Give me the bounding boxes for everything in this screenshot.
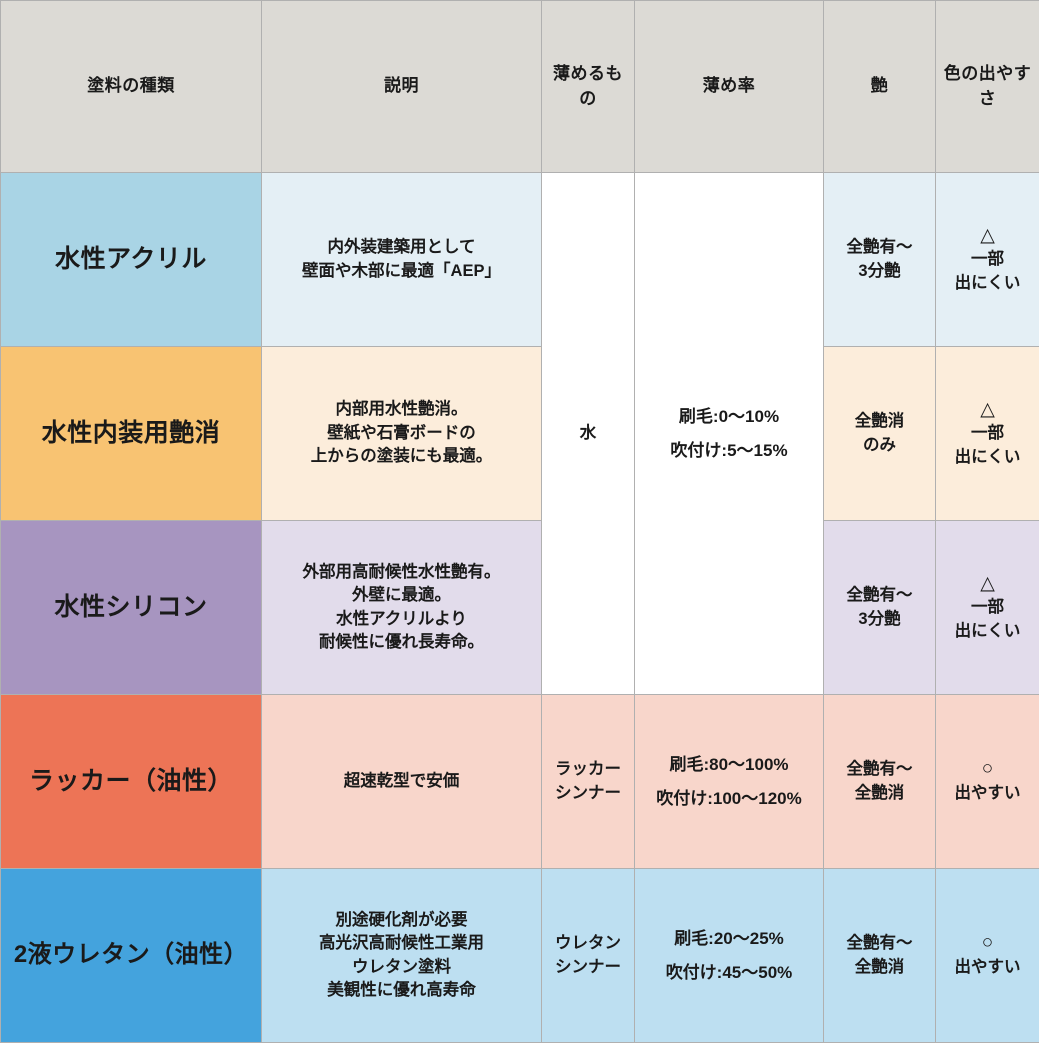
header-row: 塗料の種類 説明 薄めるもの 薄め率 艶 色の出やすさ	[1, 1, 1039, 173]
cell-paint-type: 水性アクリル	[1, 173, 262, 347]
header-thinner: 薄めるもの	[542, 1, 635, 173]
table-row: 2液ウレタン（油性）別途硬化剤が必要高光沢高耐候性工業用ウレタン塗料美観性に優れ…	[1, 869, 1039, 1043]
cell-gloss: 全艶有～全艶消	[824, 695, 936, 869]
table-row: 水性内装用艶消内部用水性艶消。壁紙や石膏ボードの上からの塗装にも最適。 全艶消のみ…	[1, 347, 1039, 521]
triangle-icon: △	[940, 398, 1035, 423]
cell-description: 超速乾型で安価	[262, 695, 542, 869]
text-line: 刷毛:0～10%	[639, 400, 819, 434]
text-line: 内外装建築用として	[266, 236, 537, 259]
table-row: 水性シリコン外部用高耐候性水性艶有。外壁に最適。水性アクリルより耐候性に優れ長寿…	[1, 521, 1039, 695]
triangle-icon: △	[940, 224, 1035, 249]
header-dilution-rate: 薄め率	[635, 1, 824, 173]
text-line: 出やすい	[940, 956, 1035, 979]
cell-dilution-rate-merged: 刷毛:0～10%吹付け:5～15%	[635, 173, 824, 695]
header-paint-type: 塗料の種類	[1, 1, 262, 173]
cell-dilution-rate: 刷毛:80～100%吹付け:100～120%	[635, 695, 824, 869]
text-line: 全艶消	[828, 956, 931, 979]
table-row: 水性アクリル内外装建築用として壁面や木部に最適「AEP」水刷毛:0～10%吹付け…	[1, 173, 1039, 347]
table-row: ラッカー（油性）超速乾型で安価ラッカーシンナー刷毛:80～100%吹付け:100…	[1, 695, 1039, 869]
cell-description: 内外装建築用として壁面や木部に最適「AEP」	[262, 173, 542, 347]
cell-description: 別途硬化剤が必要高光沢高耐候性工業用ウレタン塗料美観性に優れ高寿命	[262, 869, 542, 1043]
text-line: 耐候性に優れ長寿命。	[266, 631, 537, 654]
text-line: ラッカー	[546, 758, 630, 781]
text-line: 出にくい	[940, 272, 1035, 295]
cell-color-ease: ○出やすい	[936, 695, 1039, 869]
text-line: 一部	[940, 248, 1035, 271]
text-line: 外部用高耐候性水性艶有。	[266, 561, 537, 584]
text-line: 美観性に優れ高寿命	[266, 979, 537, 1002]
cell-color-ease: △一部出にくい	[936, 347, 1039, 521]
table-header: 塗料の種類 説明 薄めるもの 薄め率 艶 色の出やすさ	[1, 1, 1039, 173]
text-line: 吹付け:100～120%	[639, 782, 819, 816]
text-line: のみ	[828, 434, 931, 457]
text-line: 外壁に最適。	[266, 584, 537, 607]
cell-gloss: 全艶消のみ	[824, 347, 936, 521]
cell-thinner: ウレタンシンナー	[542, 869, 635, 1043]
text-line: 出やすい	[940, 782, 1035, 805]
cell-gloss: 全艶有～3分艶	[824, 521, 936, 695]
header-description: 説明	[262, 1, 542, 173]
text-line: 出にくい	[940, 446, 1035, 469]
text-line: 上からの塗装にも最適。	[266, 445, 537, 468]
text-line: 高光沢高耐候性工業用	[266, 932, 537, 955]
cell-description: 外部用高耐候性水性艶有。外壁に最適。水性アクリルより耐候性に優れ長寿命。	[262, 521, 542, 695]
text-line: ウレタン	[546, 932, 630, 955]
text-line: 全艶有～	[828, 758, 931, 781]
text-line: ウレタン塗料	[266, 956, 537, 979]
cell-paint-type: ラッカー（油性）	[1, 695, 262, 869]
cell-thinner: ラッカーシンナー	[542, 695, 635, 869]
text-line: 壁面や木部に最適「AEP」	[266, 260, 537, 283]
text-line: 3分艶	[828, 260, 931, 283]
text-line: 吹付け:5～15%	[639, 434, 819, 468]
cell-color-ease: ○出やすい	[936, 869, 1039, 1043]
text-line: 刷毛:80～100%	[639, 748, 819, 782]
cell-color-ease: △一部出にくい	[936, 521, 1039, 695]
cell-gloss: 全艶有～全艶消	[824, 869, 936, 1043]
circle-icon: ○	[940, 931, 1035, 956]
text-line: 全艶有～	[828, 584, 931, 607]
text-line: 吹付け:45～50%	[639, 956, 819, 990]
text-line: 別途硬化剤が必要	[266, 909, 537, 932]
table-body: 水性アクリル内外装建築用として壁面や木部に最適「AEP」水刷毛:0～10%吹付け…	[1, 173, 1039, 1043]
text-line: 一部	[940, 596, 1035, 619]
text-line: 全艶消	[828, 782, 931, 805]
triangle-icon: △	[940, 572, 1035, 597]
cell-paint-type: 水性シリコン	[1, 521, 262, 695]
text-line: 内部用水性艶消。	[266, 398, 537, 421]
text-line: 壁紙や石膏ボードの	[266, 422, 537, 445]
text-line: 水性アクリルより	[266, 608, 537, 631]
text-line: 全艶消	[828, 410, 931, 433]
text-line: 刷毛:20～25%	[639, 922, 819, 956]
cell-thinner-merged: 水	[542, 173, 635, 695]
cell-paint-type: 水性内装用艶消	[1, 347, 262, 521]
text-line: 3分艶	[828, 608, 931, 631]
text-line: 全艶有～	[828, 932, 931, 955]
cell-description: 内部用水性艶消。壁紙や石膏ボードの上からの塗装にも最適。	[262, 347, 542, 521]
cell-dilution-rate: 刷毛:20～25%吹付け:45～50%	[635, 869, 824, 1043]
cell-paint-type: 2液ウレタン（油性）	[1, 869, 262, 1043]
header-color-ease: 色の出やすさ	[936, 1, 1039, 173]
text-line: シンナー	[546, 782, 630, 805]
text-line: 超速乾型で安価	[266, 770, 537, 793]
text-line: 一部	[940, 422, 1035, 445]
cell-gloss: 全艶有～3分艶	[824, 173, 936, 347]
circle-icon: ○	[940, 757, 1035, 782]
header-gloss: 艶	[824, 1, 936, 173]
text-line: 出にくい	[940, 620, 1035, 643]
text-line: 全艶有～	[828, 236, 931, 259]
cell-color-ease: △一部出にくい	[936, 173, 1039, 347]
text-line: シンナー	[546, 956, 630, 979]
